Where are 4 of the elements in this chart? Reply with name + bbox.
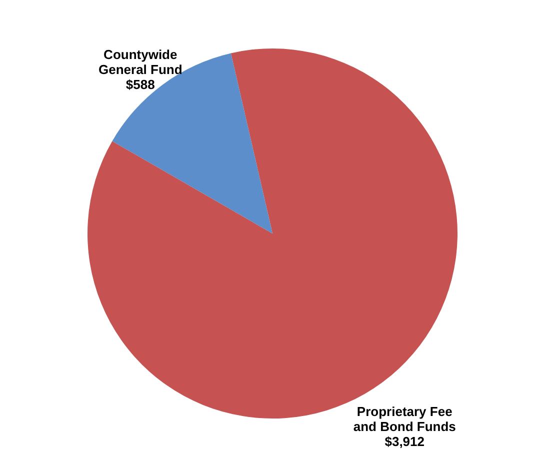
slice-label: Countywide General Fund [98,47,182,78]
data-label: $3,912 [384,434,424,449]
slice-label: Proprietary Fee and Bond Funds [353,404,456,434]
data-label: $588 [126,77,155,92]
